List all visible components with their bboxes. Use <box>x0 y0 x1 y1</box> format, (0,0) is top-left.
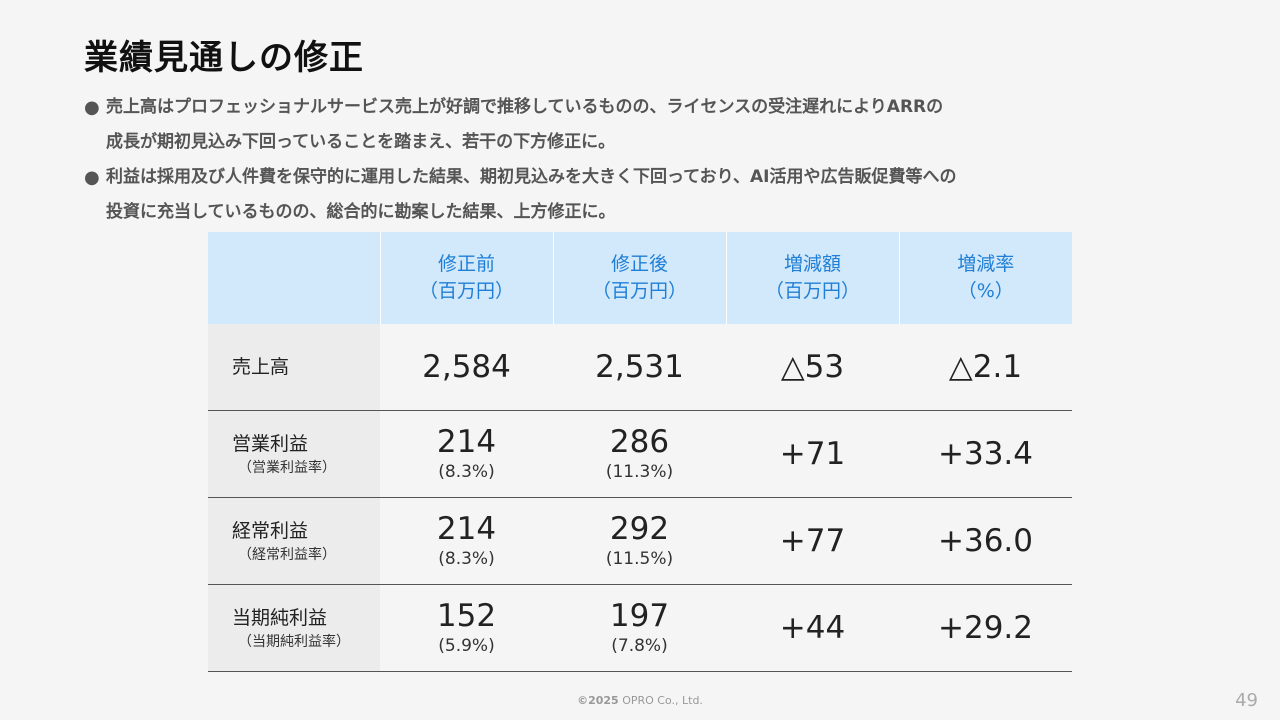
table-row-revenue: 売上高 2,584 2,531 △53 △2.1 <box>208 324 1072 411</box>
value-before: 152 <box>436 598 497 634</box>
bullet-marker: ● <box>84 167 100 188</box>
value-cell-after: 197 (7.8%) <box>553 584 726 672</box>
value-cell-change-pct: +36.0 <box>899 497 1072 585</box>
bullet-list: ● 売上高はプロフェッショナルサービス売上が好調で推移しているものの、ライセンス… <box>84 90 1204 230</box>
value-cell-after: 286 (11.3%) <box>553 410 726 498</box>
row-label: 営業利益 <box>232 433 309 455</box>
table-header-row: 修正前 （百万円） 修正後 （百万円） 増減額 （百万円） 増減率 （%） <box>208 232 1072 324</box>
column-header-title: 修正前 <box>437 253 495 275</box>
value-after: 2,531 <box>595 349 684 385</box>
row-label: 売上高 <box>232 356 290 378</box>
page-number: 49 <box>1235 690 1258 711</box>
bullet-text-line: 売上高はプロフェッショナルサービス売上が好調で推移しているものの、ライセンスの受… <box>106 97 944 117</box>
value-change: +71 <box>779 436 846 472</box>
row-label-cell: 経常利益 （経常利益率） <box>208 497 380 585</box>
value-cell-change: +77 <box>726 497 899 585</box>
copyright-company: OPRO Co., Ltd. <box>622 694 703 707</box>
column-header-title: 増減率 <box>957 253 1015 275</box>
value-after: 197 <box>609 598 670 634</box>
column-header-unit: （百万円） <box>591 280 687 302</box>
column-header-unit: （%） <box>957 280 1014 302</box>
value-change-pct: △2.1 <box>948 349 1023 385</box>
value-cell-change-pct: +29.2 <box>899 584 1072 672</box>
bullet-marker: ● <box>84 97 100 118</box>
value-cell-change-pct: +33.4 <box>899 410 1072 498</box>
value-change: +77 <box>779 523 846 559</box>
value-cell-before: 214 (8.3%) <box>380 410 553 498</box>
column-header-after: 修正後 （百万円） <box>552 232 726 324</box>
row-label-cell: 営業利益 （営業利益率） <box>208 410 380 498</box>
bullet-text-line: 投資に充当しているものの、総合的に勘案した結果、上方修正に。 <box>106 202 616 222</box>
table-row-operating-profit: 営業利益 （営業利益率） 214 (8.3%) 286 (11.3%) +71 … <box>208 410 1072 498</box>
forecast-revision-table: 修正前 （百万円） 修正後 （百万円） 増減額 （百万円） 増減率 （%） 売上… <box>208 232 1072 672</box>
value-change: +44 <box>779 610 846 646</box>
column-header-change: 増減額 （百万円） <box>725 232 899 324</box>
value-before: 2,584 <box>422 349 511 385</box>
table-corner-cell <box>208 232 380 324</box>
value-before: 214 <box>436 511 497 547</box>
value-cell-change: +44 <box>726 584 899 672</box>
column-header-unit: （百万円） <box>418 280 514 302</box>
value-cell-after: 2,531 <box>553 324 726 411</box>
column-header-title: 修正後 <box>610 253 668 275</box>
value-cell-before: 152 (5.9%) <box>380 584 553 672</box>
row-sublabel: （当期純利益率） <box>238 634 350 650</box>
value-after: 292 <box>609 511 670 547</box>
value-before: 214 <box>436 424 497 460</box>
bullet-item: ● 売上高はプロフェッショナルサービス売上が好調で推移しているものの、ライセンス… <box>84 90 1204 160</box>
rate-before: (5.9%) <box>438 636 495 656</box>
value-cell-change: +71 <box>726 410 899 498</box>
value-after: 286 <box>609 424 670 460</box>
table-row-ordinary-profit: 経常利益 （経常利益率） 214 (8.3%) 292 (11.5%) +77 … <box>208 497 1072 585</box>
column-header-before: 修正前 （百万円） <box>379 232 553 324</box>
value-cell-change: △53 <box>726 324 899 411</box>
table-row-net-income: 当期純利益 （当期純利益率） 152 (5.9%) 197 (7.8%) +44… <box>208 584 1072 672</box>
column-header-change-rate: 増減率 （%） <box>898 232 1072 324</box>
bullet-item: ● 利益は採用及び人件費を保守的に運用した結果、期初見込みを大きく下回っており、… <box>84 160 1204 230</box>
value-change: △53 <box>780 349 845 385</box>
value-change-pct: +36.0 <box>938 523 1033 559</box>
column-header-unit: （百万円） <box>764 280 860 302</box>
row-label-cell: 売上高 <box>208 324 380 411</box>
value-cell-before: 214 (8.3%) <box>380 497 553 585</box>
row-label: 当期純利益 <box>232 607 328 629</box>
rate-before: (8.3%) <box>438 462 495 482</box>
value-change-pct: +29.2 <box>938 610 1033 646</box>
row-label-cell: 当期純利益 （当期純利益率） <box>208 584 380 672</box>
row-label: 経常利益 <box>232 520 309 542</box>
value-cell-after: 292 (11.5%) <box>553 497 726 585</box>
column-header-title: 増減額 <box>783 253 841 275</box>
copyright-year: ©2025 <box>577 694 619 707</box>
bullet-text-line: 成長が期初見込み下回っていることを踏まえ、若干の下方修正に。 <box>106 132 616 152</box>
value-change-pct: +33.4 <box>938 436 1033 472</box>
row-sublabel: （経常利益率） <box>238 547 336 563</box>
value-cell-change-pct: △2.1 <box>899 324 1072 411</box>
rate-before: (8.3%) <box>438 549 495 569</box>
row-sublabel: （営業利益率） <box>238 460 336 476</box>
slide-title: 業績見通しの修正 <box>84 38 364 78</box>
rate-after: (11.3%) <box>605 462 674 482</box>
rate-after: (11.5%) <box>605 549 674 569</box>
copyright-footer: ©2025 OPRO Co., Ltd. <box>0 694 1280 707</box>
rate-after: (7.8%) <box>611 636 668 656</box>
bullet-text-line: 利益は採用及び人件費を保守的に運用した結果、期初見込みを大きく下回っており、AI… <box>106 167 957 187</box>
value-cell-before: 2,584 <box>380 324 553 411</box>
